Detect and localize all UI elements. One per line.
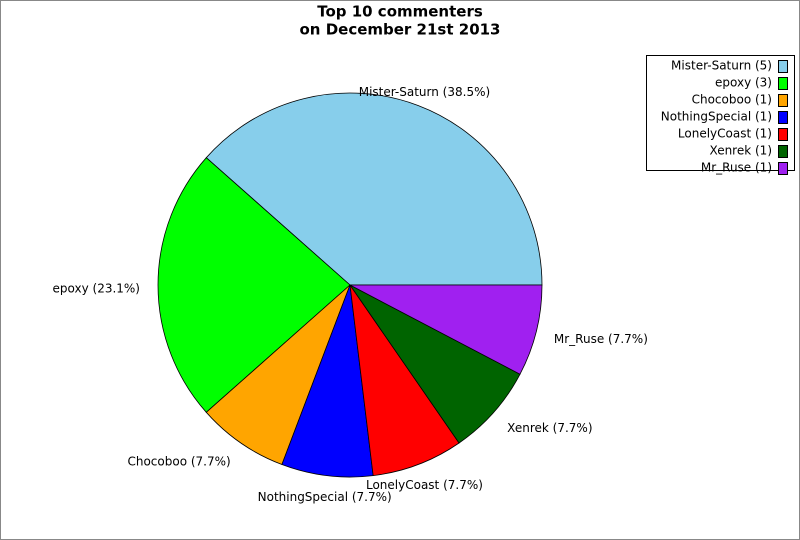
legend-swatch xyxy=(778,60,788,73)
legend-label: Mr_Ruse (1) xyxy=(701,161,772,175)
legend-swatch xyxy=(778,77,788,90)
slice-label: LonelyCoast (7.7%) xyxy=(366,478,483,492)
chart-title: Top 10 commenters xyxy=(317,3,483,21)
legend-label: Chocoboo (1) xyxy=(692,93,772,107)
pie-slice xyxy=(281,284,374,478)
legend-label: NothingSpecial (1) xyxy=(661,110,772,124)
slice-label: Mister-Saturn (38.5%) xyxy=(359,85,490,99)
pie-slice xyxy=(205,92,543,286)
legend-swatch xyxy=(778,111,788,124)
pie-slice xyxy=(349,284,521,444)
legend-label: Xenrek (1) xyxy=(710,144,772,158)
legend-swatch xyxy=(778,94,788,107)
legend-label: epoxy (3) xyxy=(715,76,772,90)
chart-subtitle: on December 21st 2013 xyxy=(300,21,501,39)
slice-label: epoxy (23.1%) xyxy=(53,282,140,296)
legend-swatch xyxy=(778,162,788,175)
legend-label: Mister-Saturn (5) xyxy=(671,59,772,73)
pie-slice xyxy=(349,284,460,477)
slice-label: Chocoboo (7.7%) xyxy=(127,454,230,468)
slice-label: Xenrek (7.7%) xyxy=(507,421,592,435)
pie-slice xyxy=(349,284,543,375)
slice-label: NothingSpecial (7.7%) xyxy=(258,490,392,504)
slice-label: Mr_Ruse (7.7%) xyxy=(554,332,648,346)
legend-swatch xyxy=(778,145,788,158)
legend-label: LonelyCoast (1) xyxy=(678,127,772,141)
pie-slice xyxy=(205,284,351,466)
legend-swatch xyxy=(778,128,788,141)
pie-slice xyxy=(157,157,351,413)
legend-box xyxy=(646,55,795,171)
